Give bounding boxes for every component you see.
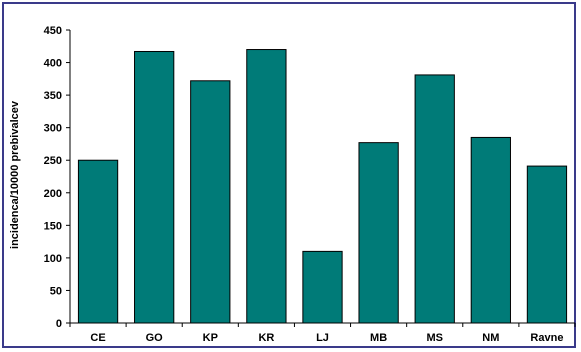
bar-lj: [302, 250, 343, 324]
bar-kp: [190, 80, 231, 324]
bar-ce: [77, 159, 119, 324]
x-tick-label: LJ: [316, 332, 329, 344]
y-tick-label: 100: [44, 253, 62, 265]
y-tick-label: 450: [44, 25, 62, 37]
x-tick-label: CE: [90, 332, 105, 344]
bars: [77, 49, 568, 324]
x-tick-label: GO: [146, 332, 164, 344]
y-tick-label: 150: [44, 220, 62, 232]
y-tick-label: 250: [44, 155, 62, 167]
y-axis-title: incidenca/10000 prebivalcev: [9, 100, 21, 249]
x-tick-label: Ravne: [530, 332, 563, 344]
y-tick-label: 350: [44, 90, 62, 102]
labels: 0 50 100 150 200 250 300 350 400 450 CE GO KP KR LJ MB M…: [44, 25, 564, 344]
y-tick-label: 400: [44, 58, 62, 70]
y-tick-label: 50: [50, 285, 62, 297]
x-tick-label: MS: [426, 332, 443, 344]
x-tick-label: NM: [482, 332, 499, 344]
bar-nm: [470, 136, 511, 324]
bar-ms: [414, 74, 455, 324]
bar-ravne: [526, 165, 568, 324]
bar-mb: [358, 142, 399, 324]
bar-kr: [246, 49, 287, 324]
bar-go: [134, 50, 175, 324]
y-tick-label: 200: [44, 188, 62, 200]
x-tick-label: KP: [203, 332, 218, 344]
y-tick-label: 0: [56, 318, 62, 330]
x-tick-label: KR: [258, 332, 274, 344]
y-tick-label: 300: [44, 123, 62, 135]
x-tick-label: MB: [370, 332, 387, 344]
